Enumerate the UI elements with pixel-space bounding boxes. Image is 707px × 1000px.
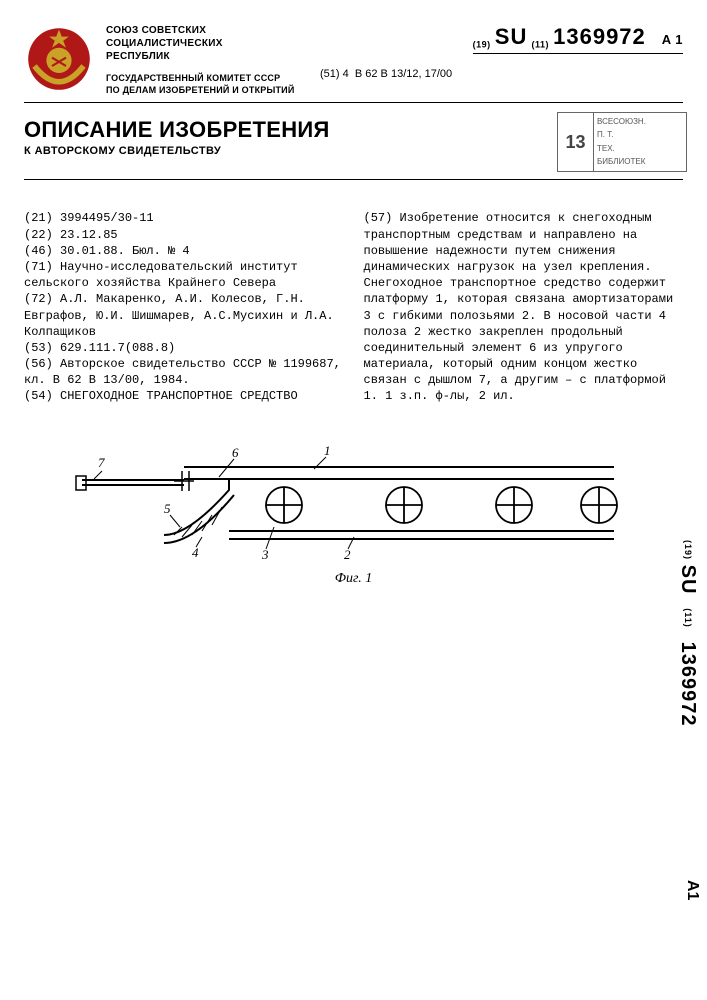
library-stamp: 13 ВСЕСОЮЗН. П. Т. ТЕХ. БИБЛИОТЕК [557,112,687,172]
svg-text:2: 2 [344,547,351,562]
sidebar-kind-code: A1 [683,880,701,900]
bibliographic-column: (21) 3994495/30-11 (22) 23.12.85 (46) 30… [24,210,344,404]
svg-text:1: 1 [324,443,331,458]
state-emblem [24,24,94,94]
divider [24,179,683,180]
svg-text:7: 7 [98,455,105,470]
svg-text:5: 5 [164,501,171,516]
figure-caption: Фиг. 1 [24,571,683,587]
svg-text:6: 6 [232,445,239,460]
publication-number: (19) SU (11) 1369972 A 1 [473,24,683,54]
svg-text:4: 4 [192,545,199,560]
ipc-classification: (51) 4 B 62 B 13/12, 17/00 [320,68,452,80]
stamp-number: 13 [558,113,594,171]
divider [24,102,683,103]
abstract-column: (57) Изобретение относится к снегоходным… [364,210,684,404]
figure-1: 7 6 1 5 4 3 2 Фиг. 1 [24,435,683,587]
sidebar-publication-number: (19) SU (11) 1369972 [676,540,699,727]
svg-text:3: 3 [261,547,269,562]
